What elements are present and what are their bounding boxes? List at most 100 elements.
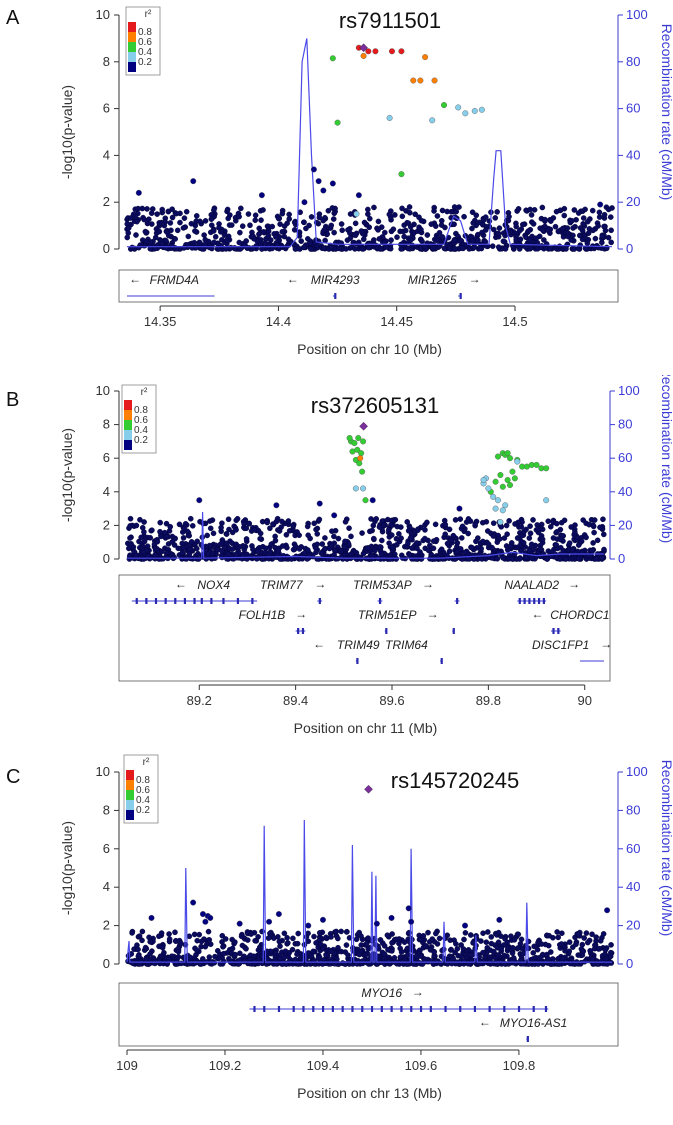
- background-point: [189, 523, 196, 529]
- background-point: [509, 958, 516, 964]
- background-point: [276, 528, 283, 534]
- background-point: [186, 551, 193, 557]
- snp-point: [462, 110, 469, 117]
- y2-tick-label: 0: [626, 241, 633, 256]
- gene-label: MIR4293: [311, 273, 360, 287]
- background-point: [446, 953, 453, 960]
- background-point: [560, 225, 566, 232]
- background-point: [259, 518, 266, 525]
- background-point: [328, 542, 335, 549]
- background-point: [545, 518, 552, 525]
- background-point: [177, 219, 183, 226]
- background-point: [232, 951, 238, 958]
- background-point: [161, 529, 168, 536]
- legend-label: 0.4: [136, 795, 150, 806]
- background-point: [397, 954, 404, 960]
- background-point: [557, 544, 564, 551]
- background-point: [124, 234, 131, 241]
- background-point: [333, 928, 339, 935]
- gene-exon: [488, 1006, 491, 1012]
- gene-exon: [542, 598, 545, 604]
- y-tick-label: 2: [103, 517, 110, 532]
- background-point: [371, 204, 377, 211]
- background-point: [423, 943, 429, 949]
- gene-direction-arrow: →: [412, 985, 424, 999]
- background-point: [365, 545, 371, 551]
- background-point: [559, 930, 565, 937]
- background-point: [484, 944, 491, 951]
- background-point: [570, 225, 576, 231]
- snp-point: [360, 438, 367, 445]
- background-point: [585, 552, 592, 558]
- background-point: [159, 206, 166, 213]
- background-point: [198, 938, 205, 945]
- snp-point: [455, 104, 462, 111]
- background-point: [575, 952, 582, 958]
- gene-label: MYO16-AS1: [500, 1016, 567, 1030]
- snp-point: [148, 914, 155, 921]
- background-point: [530, 950, 537, 956]
- background-point: [271, 935, 277, 941]
- background-point: [308, 214, 315, 220]
- background-point: [539, 204, 546, 211]
- gene-label: TRIM77: [260, 578, 304, 592]
- snp-point: [492, 505, 499, 512]
- background-point: [127, 523, 134, 529]
- y2-axis-label: Recombination rate (cM/Mb): [659, 24, 673, 201]
- background-point: [298, 238, 305, 244]
- background-point: [335, 944, 341, 951]
- y2-tick-label: 20: [618, 517, 632, 532]
- background-point: [370, 535, 377, 542]
- background-point: [142, 228, 149, 235]
- background-point: [609, 205, 615, 211]
- legend-label: 0.8: [134, 405, 148, 416]
- background-point: [347, 211, 354, 217]
- background-point: [569, 546, 576, 553]
- background-point: [255, 934, 261, 940]
- background-point: [469, 225, 475, 232]
- y2-tick-label: 40: [626, 147, 640, 162]
- background-point: [442, 531, 449, 538]
- snp-point: [533, 461, 540, 468]
- background-point: [593, 934, 599, 940]
- background-point: [569, 217, 575, 224]
- background-point: [460, 946, 467, 952]
- snp-point: [410, 77, 417, 84]
- background-point: [376, 524, 383, 530]
- snp-point: [480, 477, 487, 484]
- background-point: [412, 211, 418, 218]
- background-point: [547, 949, 554, 955]
- background-point: [479, 229, 485, 236]
- snp-point: [236, 920, 243, 927]
- background-point: [301, 941, 308, 948]
- background-point: [305, 930, 311, 937]
- background-point: [538, 941, 545, 947]
- background-point: [194, 947, 200, 953]
- background-point: [147, 951, 153, 957]
- background-point: [476, 219, 483, 226]
- background-point: [202, 236, 209, 243]
- background-point: [528, 555, 535, 561]
- background-point: [517, 533, 524, 540]
- background-point: [376, 236, 383, 242]
- background-point: [199, 956, 206, 962]
- background-point: [586, 521, 592, 528]
- background-point: [329, 205, 336, 211]
- x-tick-label: 89.6: [379, 693, 404, 708]
- y2-tick-label: 20: [626, 918, 640, 933]
- snp-point: [543, 465, 550, 472]
- legend-swatch: [124, 410, 132, 420]
- background-point: [434, 941, 441, 947]
- background-point: [207, 525, 214, 532]
- background-point: [592, 235, 599, 242]
- background-point: [225, 215, 231, 222]
- background-point: [377, 245, 384, 252]
- background-point: [439, 207, 446, 214]
- background-point: [562, 948, 568, 954]
- background-point: [430, 545, 437, 552]
- x-tick-label: 109.6: [405, 1058, 438, 1073]
- background-point: [479, 519, 486, 526]
- gene-exon: [356, 658, 359, 664]
- background-point: [188, 220, 195, 227]
- background-point: [246, 553, 253, 560]
